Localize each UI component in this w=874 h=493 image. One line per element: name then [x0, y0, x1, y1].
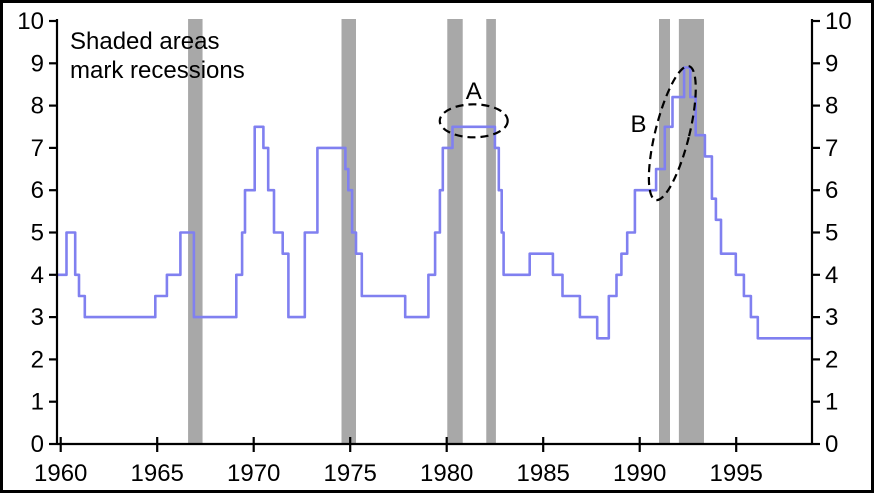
note-line-2: mark recessions — [70, 57, 245, 84]
x-axis-label: 1960 — [34, 460, 87, 487]
y-axis-label-left: 3 — [31, 304, 44, 331]
y-axis-label-right: 7 — [825, 135, 838, 162]
x-axis-label: 1975 — [324, 460, 377, 487]
y-axis-label-right: 3 — [825, 304, 838, 331]
annotation-label-A: A — [466, 78, 482, 105]
annotation-label-B: B — [631, 111, 647, 138]
recession-band — [486, 19, 496, 444]
data-line — [57, 66, 812, 340]
note-line-1: Shaded areas — [70, 28, 220, 55]
y-axis-label-left: 2 — [31, 346, 44, 373]
chart-note: Shaded areas mark recessions — [70, 27, 245, 85]
recession-band — [341, 19, 356, 444]
y-axis-label-right: 10 — [825, 8, 852, 35]
recession-band — [447, 19, 463, 444]
y-axis-label-right: 8 — [825, 93, 838, 120]
y-axis-label-left: 6 — [31, 177, 44, 204]
y-axis-label-right: 9 — [825, 50, 838, 77]
x-axis-label: 1995 — [710, 460, 763, 487]
x-axis-label: 1990 — [613, 460, 666, 487]
y-axis-label-right: 0 — [825, 431, 838, 458]
x-axis-label: 1965 — [131, 460, 184, 487]
y-axis-label-right: 5 — [825, 220, 838, 247]
recession-band — [659, 19, 671, 444]
y-axis-label-right: 4 — [825, 262, 838, 289]
y-axis-label-left: 8 — [31, 93, 44, 120]
y-axis-label-left: 10 — [17, 8, 44, 35]
x-axis-label: 1970 — [227, 460, 280, 487]
y-axis-label-left: 0 — [31, 431, 44, 458]
annotation-ellipse-B — [647, 64, 697, 202]
y-axis-label-left: 9 — [31, 50, 44, 77]
x-axis-label: 1985 — [517, 460, 570, 487]
y-axis-label-right: 2 — [825, 346, 838, 373]
annotation-ellipse-A — [438, 103, 509, 139]
y-axis-label-left: 4 — [31, 262, 44, 289]
y-axis-label-right: 1 — [825, 389, 838, 416]
x-axis-label: 1980 — [420, 460, 473, 487]
y-axis-label-left: 1 — [31, 389, 44, 416]
recession-band — [188, 19, 203, 444]
y-axis-label-left: 7 — [31, 135, 44, 162]
y-axis-label-left: 5 — [31, 220, 44, 247]
y-axis-label-right: 6 — [825, 177, 838, 204]
